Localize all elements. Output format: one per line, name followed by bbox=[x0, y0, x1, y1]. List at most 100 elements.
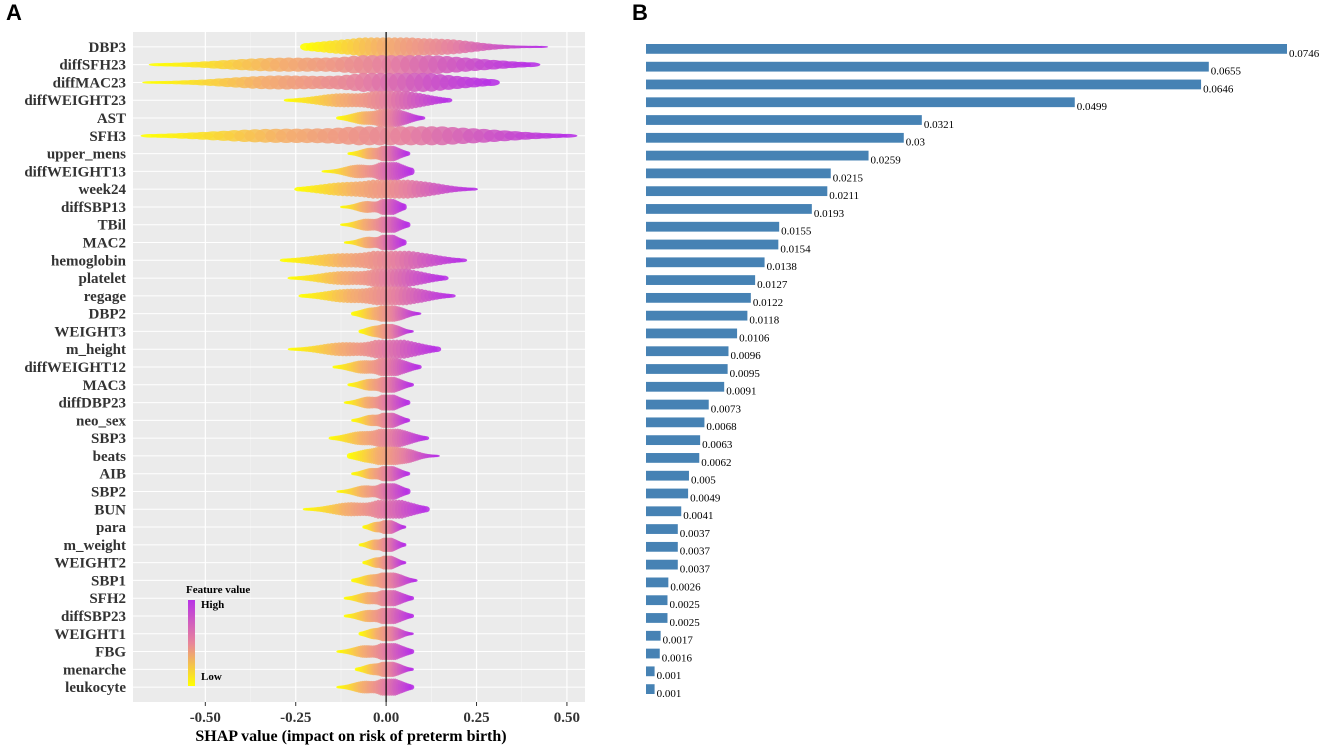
bar-value-label: 0.0037 bbox=[680, 528, 711, 540]
importance-bar bbox=[646, 328, 738, 339]
swarm-WEIGHT3 bbox=[358, 323, 414, 339]
bar-value-label: 0.0095 bbox=[730, 368, 761, 380]
feature-label: regage bbox=[84, 289, 127, 305]
feature-label: TBil bbox=[98, 218, 126, 234]
importance-bar bbox=[646, 115, 922, 125]
importance-bar bbox=[646, 310, 748, 321]
feature-label: diffWEIGHT23 bbox=[24, 93, 126, 109]
bar-value-label: 0.001 bbox=[657, 688, 682, 700]
importance-bar bbox=[646, 346, 729, 357]
bar-value-label: 0.0096 bbox=[730, 350, 761, 362]
importance-bar bbox=[646, 168, 831, 179]
legend-low-label: Low bbox=[201, 671, 222, 683]
x-axis-title: SHAP value (impact on risk of preterm bi… bbox=[195, 728, 506, 745]
x-tick-label: 0.00 bbox=[373, 710, 399, 726]
importance-bar bbox=[646, 559, 678, 570]
x-tick-label: 0.50 bbox=[554, 710, 580, 726]
feature-label: hemoglobin bbox=[51, 253, 127, 269]
importance-bar bbox=[646, 488, 689, 499]
swarm-point bbox=[442, 97, 453, 103]
feature-label: BUN bbox=[94, 502, 126, 518]
feature-label: menarche bbox=[63, 662, 126, 678]
swarm-point bbox=[556, 133, 578, 138]
feature-label: MAC3 bbox=[83, 378, 126, 394]
feature-label: diffSFH23 bbox=[59, 58, 126, 74]
bar-value-label: 0.03 bbox=[906, 137, 926, 149]
importance-bar bbox=[646, 399, 709, 410]
swarm-diffWEIGHT13 bbox=[321, 162, 415, 181]
importance-bar bbox=[646, 577, 669, 588]
feature-label: leukocyte bbox=[65, 680, 126, 696]
feature-label: upper_mens bbox=[47, 147, 126, 163]
feature-label: MAC2 bbox=[83, 236, 126, 252]
importance-bar bbox=[646, 524, 678, 534]
bar-value-label: 0.0127 bbox=[757, 279, 788, 291]
bar-value-label: 0.0746 bbox=[1289, 48, 1320, 60]
swarm-point bbox=[419, 116, 426, 120]
feature-label: para bbox=[96, 520, 127, 536]
bar-value-label: 0.0155 bbox=[781, 226, 812, 238]
swarm-point bbox=[405, 418, 411, 423]
x-tick-label: -0.25 bbox=[280, 710, 311, 726]
bar-value-label: 0.0154 bbox=[780, 243, 811, 255]
swarm-point bbox=[409, 667, 414, 671]
swarm-diffMAC23 bbox=[142, 72, 500, 92]
bar-value-label: 0.0499 bbox=[1077, 101, 1108, 113]
feature-label: AST bbox=[97, 111, 126, 127]
bar-value-label: 0.0321 bbox=[924, 119, 954, 131]
importance-bar bbox=[646, 453, 700, 463]
bar-value-label: 0.0026 bbox=[670, 581, 701, 593]
importance-bar bbox=[646, 292, 751, 303]
swarm-point bbox=[521, 62, 541, 68]
importance-bar bbox=[646, 381, 725, 392]
swarm-point bbox=[446, 293, 456, 298]
swarm-diffSBP23 bbox=[343, 607, 415, 625]
swarm-point bbox=[409, 330, 414, 333]
importance-bar bbox=[646, 470, 689, 481]
bar-value-label: 0.0016 bbox=[662, 652, 693, 664]
swarm-SBP1 bbox=[350, 572, 418, 589]
importance-bar bbox=[646, 364, 728, 374]
swarm-platelet bbox=[287, 268, 449, 288]
swarm-point bbox=[402, 561, 407, 565]
swarm-TBil bbox=[340, 216, 411, 233]
importance-bar bbox=[646, 44, 1287, 54]
swarm-point bbox=[401, 239, 407, 246]
importance-bar bbox=[646, 595, 668, 606]
feature-label: diffWEIGHT12 bbox=[24, 360, 126, 376]
bar-value-label: 0.0037 bbox=[680, 564, 711, 576]
importance-bar bbox=[646, 79, 1202, 90]
swarm-point bbox=[408, 167, 415, 176]
importance-bar bbox=[646, 435, 701, 446]
importance-bar bbox=[646, 275, 756, 285]
swarm-SFH3 bbox=[140, 126, 578, 146]
feature-label: diffWEIGHT13 bbox=[24, 164, 126, 180]
swarm-point bbox=[405, 151, 411, 156]
color-legend: Feature value High Low bbox=[186, 584, 250, 686]
swarm-point bbox=[433, 454, 440, 458]
bar-value-label: 0.0193 bbox=[814, 208, 845, 220]
swarm-diffSBP13 bbox=[340, 198, 407, 216]
feature-label: m_weight bbox=[64, 538, 127, 554]
swarm-DBP3 bbox=[300, 37, 549, 57]
feature-label: DBP3 bbox=[89, 40, 127, 56]
swarm-point bbox=[405, 221, 411, 228]
swarm-m_weight bbox=[358, 537, 407, 552]
feature-label: diffDBP23 bbox=[59, 396, 127, 412]
feature-label: m_height bbox=[66, 342, 126, 358]
feature-label: diffSBP13 bbox=[61, 200, 126, 216]
swarm-SBP2 bbox=[336, 483, 411, 500]
swarm-point bbox=[402, 525, 407, 529]
bar-value-label: 0.0017 bbox=[663, 635, 694, 647]
importance-bar bbox=[646, 239, 779, 250]
importance-bar bbox=[646, 630, 661, 641]
swarm-WEIGHT1 bbox=[358, 626, 414, 642]
importance-bar bbox=[646, 204, 812, 214]
feature-label: WEIGHT3 bbox=[54, 324, 126, 340]
bar-value-label: 0.001 bbox=[657, 670, 682, 682]
swarm-point bbox=[408, 596, 415, 601]
feature-label: AIB bbox=[99, 467, 126, 483]
bar-value-label: 0.0259 bbox=[871, 154, 902, 166]
swarm-week24 bbox=[294, 179, 479, 199]
